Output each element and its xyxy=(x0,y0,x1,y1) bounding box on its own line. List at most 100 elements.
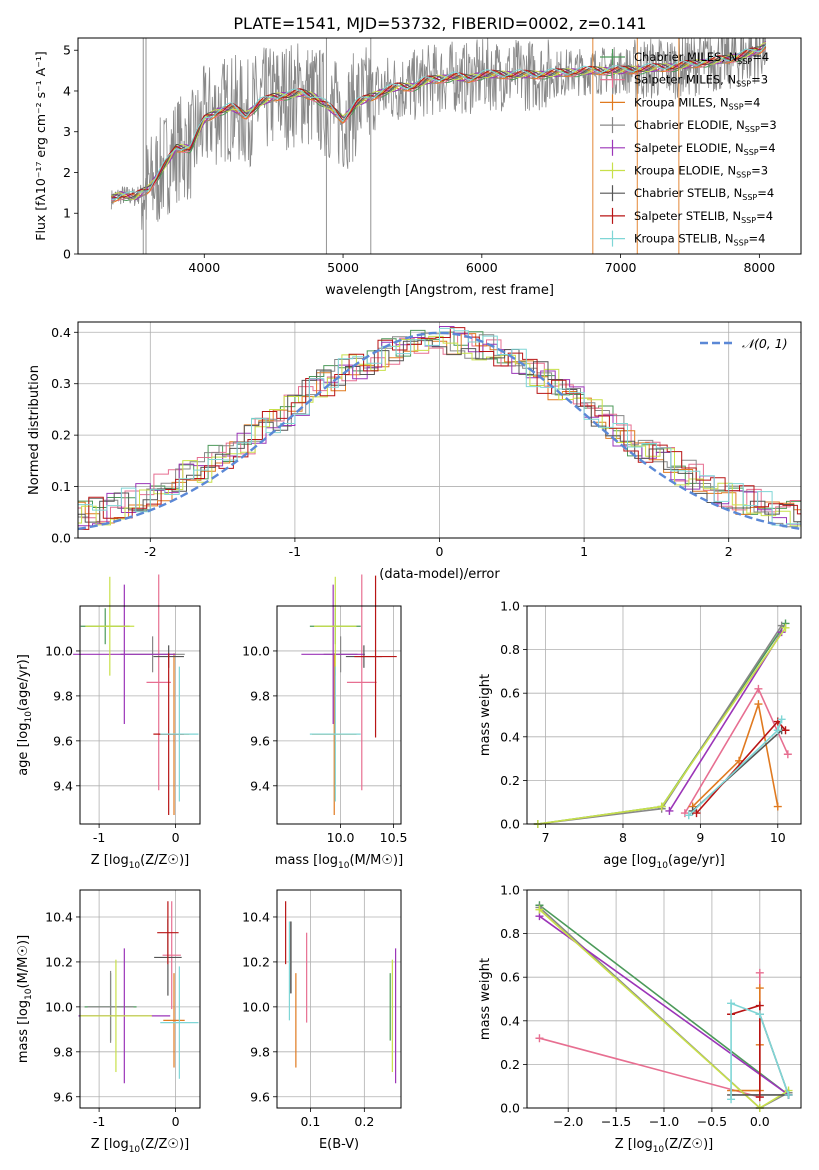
x-tick-label: 0.2 xyxy=(354,1114,374,1129)
weight-marker xyxy=(777,715,786,724)
weight-marker xyxy=(755,984,764,993)
x-axis-label: wavelength [Angstrom, rest frame] xyxy=(325,283,554,298)
age_vs_Z-frame xyxy=(79,605,201,825)
legend-text: =3 xyxy=(751,164,768,178)
x-tick-label: 10 xyxy=(770,830,786,845)
label-part: mass [log xyxy=(275,853,338,868)
legend-text: Kroupa STELIB, N xyxy=(634,232,734,246)
legend-text: =3 xyxy=(751,73,768,87)
legend-text: Kroupa ELODIE, N xyxy=(634,164,736,178)
axis-label: Z [log10(Z/Z☉)] xyxy=(91,853,189,871)
y-tick-label: 9.4 xyxy=(53,778,73,793)
weight-marker xyxy=(755,968,764,977)
x-tick-label: 0 xyxy=(172,1114,180,1129)
y-tick-label: 0.6 xyxy=(500,970,520,985)
weight-marker xyxy=(781,623,790,632)
y-tick-label: 1 xyxy=(63,206,71,221)
x-tick-label: −1.0 xyxy=(649,1114,679,1129)
label-part: mass [log xyxy=(16,1000,31,1063)
label-part: (Z/Z☉)] xyxy=(140,1137,189,1152)
y-tick-label: 0.8 xyxy=(500,642,520,657)
mass_vs_Z-axes: -1 09.69.810.010.210.4Z [log10(Z/Z☉)]mass… xyxy=(16,889,201,1155)
legend-sub: SSP xyxy=(742,193,757,202)
histogram-step xyxy=(78,327,801,529)
label-part: (Z/Z☉)] xyxy=(664,1137,713,1152)
model-spectrum xyxy=(111,44,767,200)
y-tick-label: 10.0 xyxy=(242,999,270,1014)
weight-marker xyxy=(755,1093,764,1102)
legend-sub: SSP xyxy=(737,57,752,66)
label-part: Z [log xyxy=(615,1137,653,1152)
x-tick-label: −2.0 xyxy=(553,1114,583,1129)
weight-marker xyxy=(773,726,782,735)
weight-marker xyxy=(665,806,674,815)
weight_vs_Z-axes: −2.0 −1.5 −1.0 −0.5 0.0 0.0 0.2 0.4 0.6 0.8 1.0 mas… xyxy=(478,883,802,1155)
x-tick-label: 8000 xyxy=(743,260,775,275)
legend-text: Chabrier ELODIE, N xyxy=(634,118,745,132)
x-tick-label: −0.5 xyxy=(697,1114,727,1129)
y-tick-label: 0.4 xyxy=(500,1013,520,1028)
normal-curve xyxy=(78,331,801,531)
y-tick-label: 0.4 xyxy=(51,325,71,340)
weight_vs_Z-frame xyxy=(526,889,802,1109)
y-tick-label: 9.8 xyxy=(53,688,73,703)
x-tick-label: 8 xyxy=(619,830,627,845)
weight-line xyxy=(537,622,787,825)
y-tick-label: 10.4 xyxy=(45,909,73,924)
weight-line xyxy=(692,700,779,808)
x-tick-label: 2 xyxy=(725,544,733,559)
legend-text: Salpeter MILES, N xyxy=(634,73,736,87)
y-tick-label: 0.3 xyxy=(51,376,71,391)
age_vs_Z-axes: -1 09.49.69.810.0Z [log10(Z/Z☉)]age [log1… xyxy=(16,574,201,871)
y-tick-label: 9.4 xyxy=(250,778,270,793)
y-tick-label: 9.8 xyxy=(250,688,270,703)
weight-line xyxy=(539,904,789,1096)
x-tick-label: 0.0 xyxy=(750,1114,770,1129)
y-tick-label: 0.2 xyxy=(500,773,520,788)
y-tick-label: 0.2 xyxy=(51,428,71,443)
weight-line xyxy=(730,1004,761,1098)
legend-label: Chabrier STELIB, NSSP=4 xyxy=(634,186,774,202)
legend-sub: SSP xyxy=(744,148,759,157)
y-tick-label: 9.8 xyxy=(250,1044,270,1059)
weight-marker xyxy=(535,1034,544,1043)
y-tick-label: 0.1 xyxy=(51,479,71,494)
weight-marker xyxy=(754,684,763,693)
axis-label: age [log10(age/yr)] xyxy=(16,654,34,776)
weight-marker xyxy=(783,750,792,759)
label-sub: 10 xyxy=(24,711,34,723)
residuals-frame xyxy=(77,321,802,539)
legend-text: Salpeter STELIB, N xyxy=(634,209,741,223)
weight-marker xyxy=(727,1095,736,1104)
x-tick-label: 10.0 xyxy=(327,830,355,845)
weight-marker xyxy=(535,905,544,914)
x-tick-label: 5000 xyxy=(327,260,359,275)
y-axis-label: Normed distribution xyxy=(27,365,42,495)
weight-marker xyxy=(754,700,763,709)
legend-text: =4 xyxy=(752,50,769,64)
y-tick-label: 9.8 xyxy=(53,1044,73,1059)
model-spectrum xyxy=(111,46,767,203)
weight-line xyxy=(731,988,761,1092)
y-axis-label: Flux [fλ10⁻¹⁷ erg cm⁻² s⁻¹ A⁻¹] xyxy=(33,51,48,240)
y-tick-label: 10.0 xyxy=(242,643,270,658)
legend-text: Kroupa MILES, N xyxy=(634,95,729,109)
weight-marker xyxy=(755,1010,764,1019)
axis-label: mass [log10(M/M☉)] xyxy=(275,853,403,871)
x-tick-label: -1 xyxy=(93,830,105,845)
histograms xyxy=(78,326,801,534)
label-part: age [log xyxy=(603,853,656,868)
axis-label: mass [log10(M/M☉)] xyxy=(16,935,34,1063)
mass_vs_EBV-frame xyxy=(276,889,402,1109)
age_vs_mass-axes: 10.0 10.5 9.4 9.6 9.8 10.0 mass [log10(M/M☉)] xyxy=(242,574,408,871)
weight-line xyxy=(730,1002,790,1100)
label-part: (age/yr)] xyxy=(668,853,725,868)
label-sub: 10 xyxy=(338,861,350,871)
model-spectrum xyxy=(111,46,767,199)
mass_vs_Z-points xyxy=(78,901,199,1084)
legend-label: Salpeter ELODIE, NSSP=4 xyxy=(634,141,776,157)
y-tick-label: 10.2 xyxy=(242,954,270,969)
label-part: age [log xyxy=(16,723,31,776)
legend-text: =4 xyxy=(744,95,761,109)
